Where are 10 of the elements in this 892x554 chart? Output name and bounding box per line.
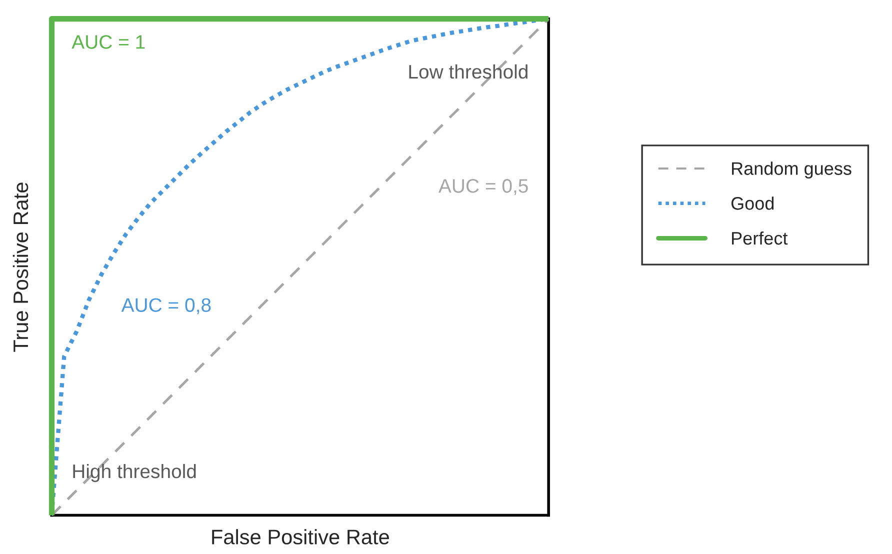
annotation: Low threshold bbox=[409, 64, 528, 79]
legend-label: Random guess bbox=[732, 162, 852, 179]
legend-label: Good bbox=[731, 196, 774, 210]
legend-label: Perfect bbox=[732, 231, 788, 245]
annotation: AUC = 0,5 bbox=[438, 179, 528, 196]
annotation: AUC = 0,8 bbox=[121, 298, 211, 314]
y-axis-title: True Positive Rate bbox=[12, 182, 28, 352]
annotation: High threshold bbox=[73, 464, 196, 482]
x-axis-title: False Positive Rate bbox=[212, 529, 389, 544]
annotation: AUC = 1 bbox=[72, 35, 145, 49]
